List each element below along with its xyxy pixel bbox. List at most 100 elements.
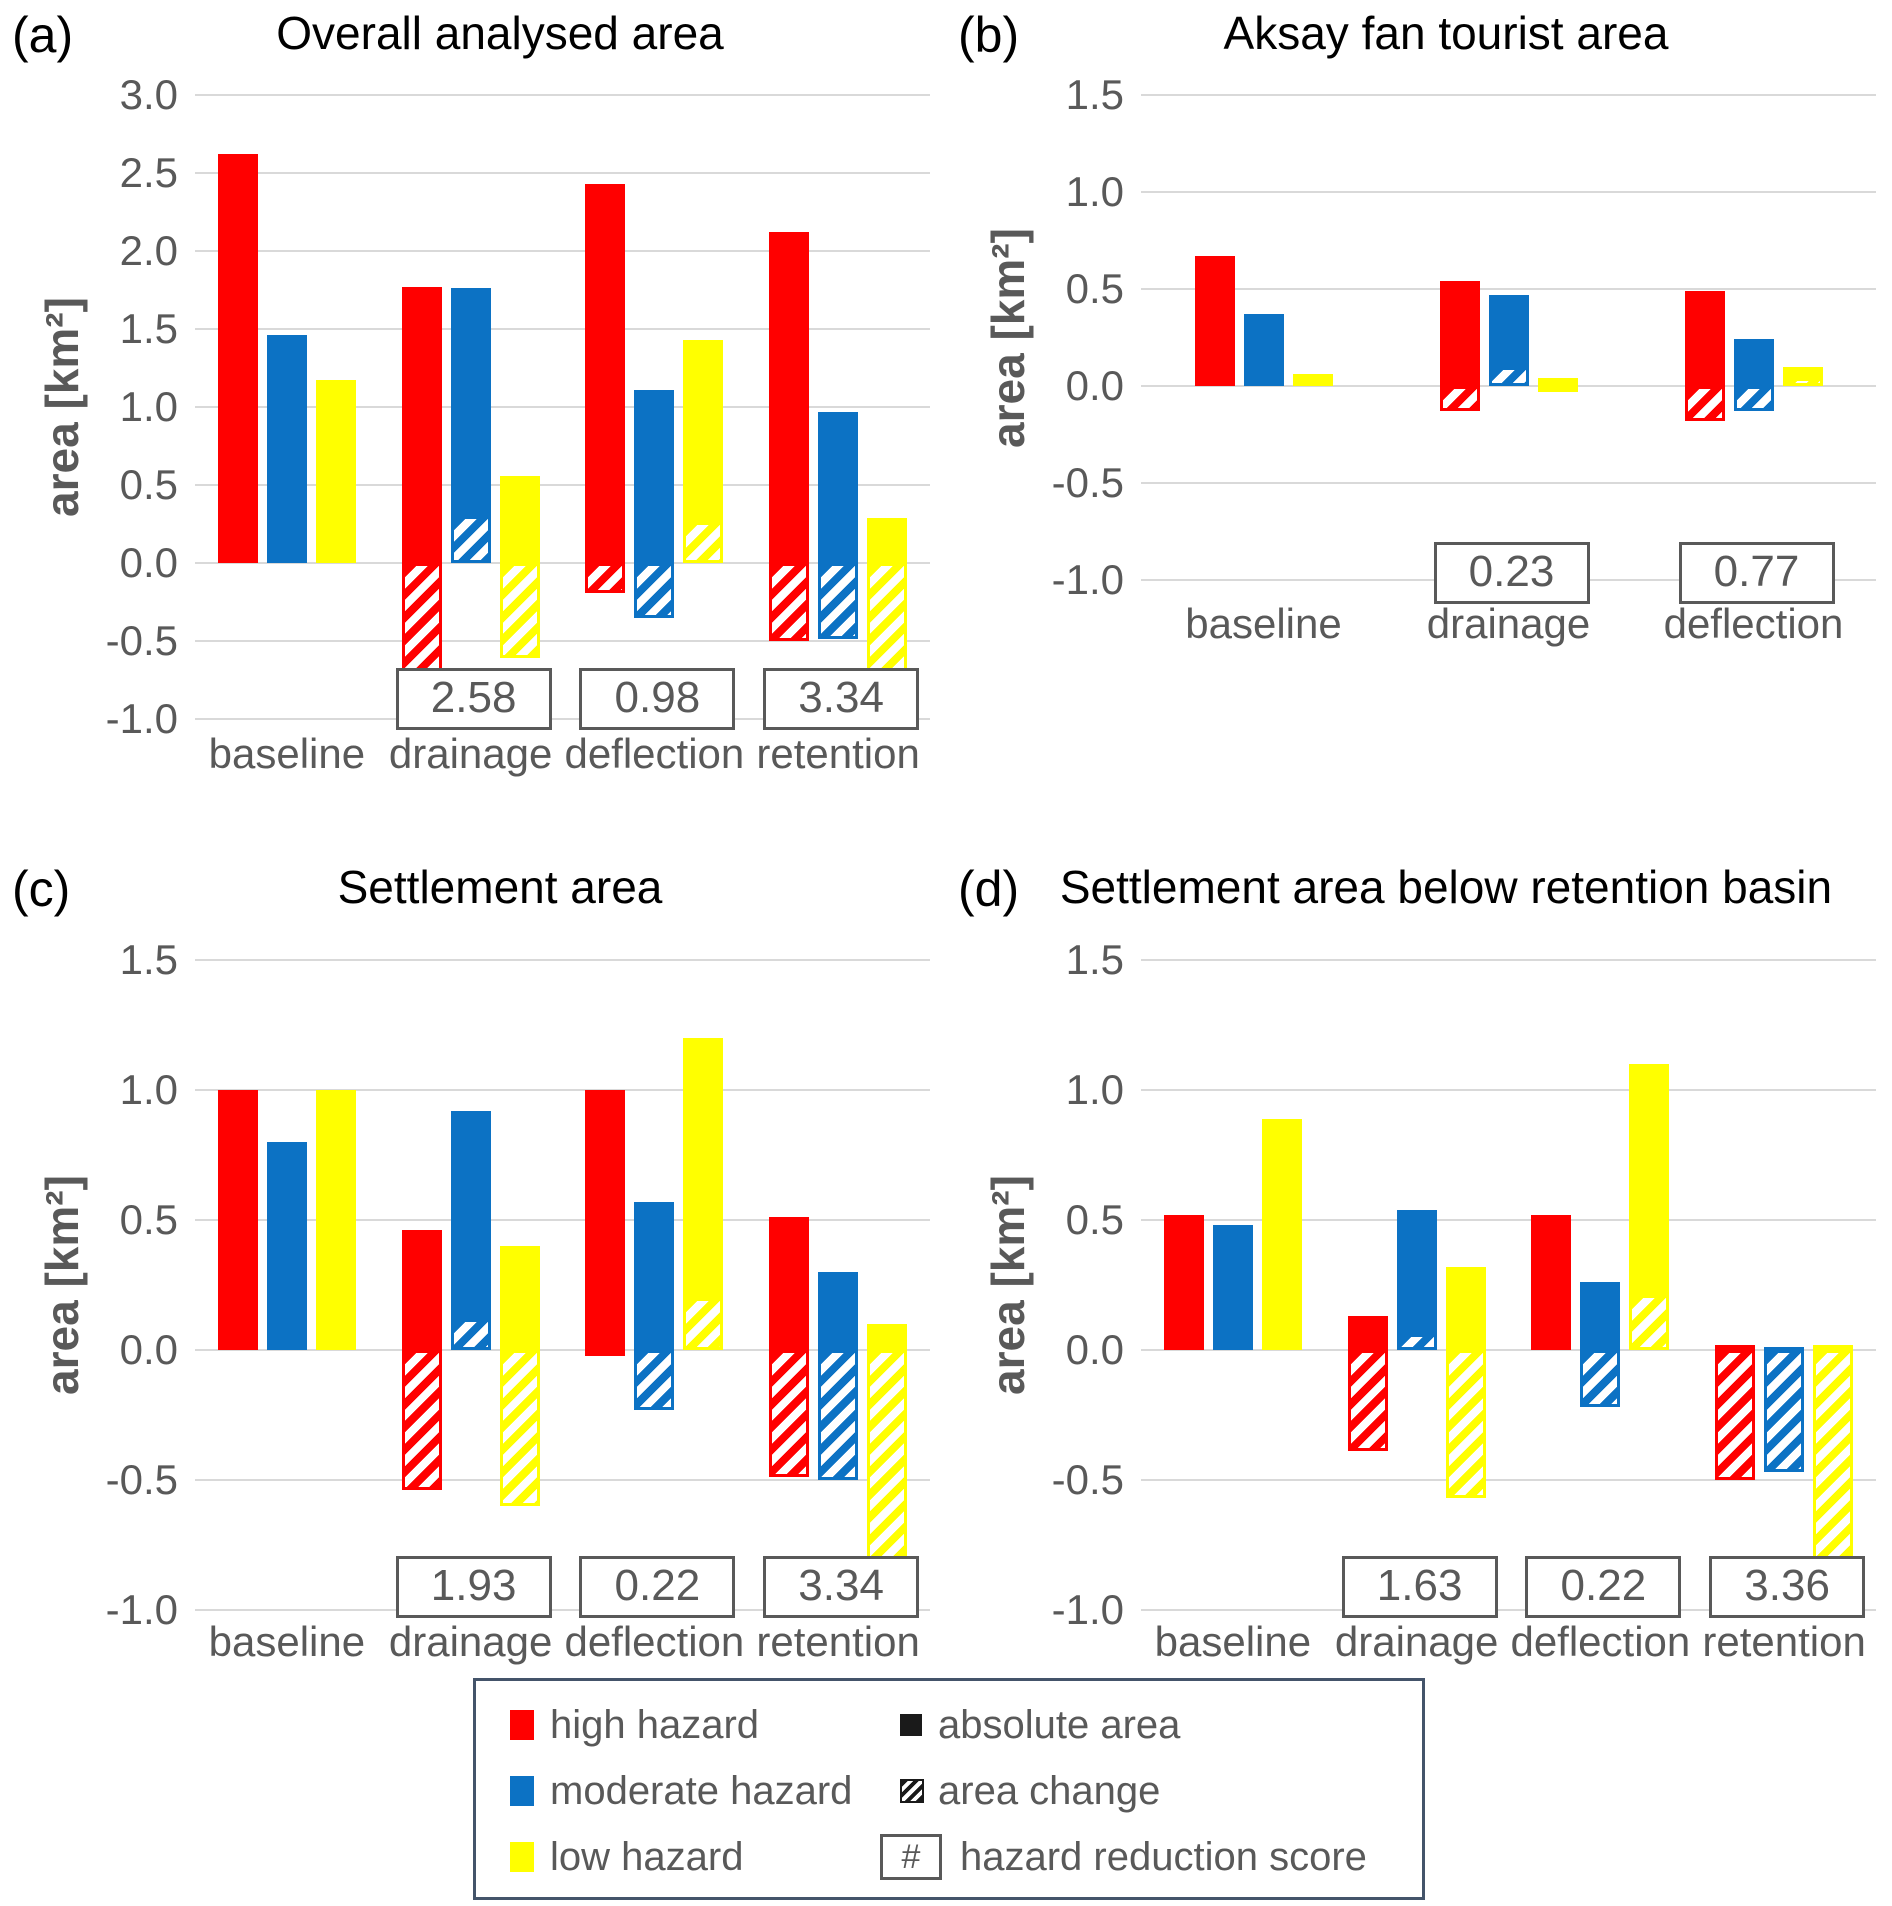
hazard-reduction-score: 1.63 [1341,1556,1498,1618]
panel-title: Overall analysed area [276,7,724,59]
hazard-reduction-score: 0.98 [579,667,736,730]
bar-absolute-area [266,1142,307,1350]
y-tick-label: -1.0 [105,1586,178,1633]
y-tick-label: 2.5 [119,149,178,196]
bar-absolute-area [634,389,675,563]
bar-absolute-area [1764,1347,1805,1350]
bar-area-change [585,1350,626,1356]
panel-letter: (a) [12,7,74,63]
bar-area-change [818,1350,859,1480]
bar-absolute-area [818,1272,859,1350]
x-category-label: baseline [1185,600,1342,647]
x-category-label: deflection [564,730,745,777]
panel-title: Settlement area [337,861,663,913]
legend-label: moderate hazard [550,1769,853,1813]
gridline [195,1089,930,1091]
gridline [195,484,930,486]
panel-title: Aksay fan tourist area [1223,7,1669,59]
bar-area-change [1715,1350,1756,1480]
bar-area-change [585,563,626,593]
bar-area-change [1439,386,1480,412]
y-tick-label: 1.0 [1065,1066,1124,1113]
bar-area-change [1813,1350,1854,1577]
legend-label: low hazard [550,1835,744,1879]
y-tick-label: -1.0 [1051,1586,1124,1633]
bar-area-change [1537,386,1578,392]
gridline [195,640,930,642]
bar-area-change [683,522,724,563]
gridline [1141,94,1876,96]
bar-area-change [634,1350,675,1410]
x-category-label: deflection [1663,600,1844,647]
bar-area-change [1488,366,1529,386]
x-category-label: deflection [1510,1618,1691,1665]
bar-absolute-area [1194,256,1235,386]
y-tick-label: 3.0 [119,71,178,118]
gridline [1141,1479,1876,1481]
gridline [195,406,930,408]
bar-absolute-area [1243,314,1284,386]
bar-area-change [818,563,859,640]
bar-absolute-area [1684,290,1725,386]
x-category-label: baseline [208,1618,366,1665]
y-tick-label: 0.5 [1065,1196,1124,1243]
hazard-reduction-score: 0.23 [1433,542,1590,605]
low-hazard-swatch-icon [510,1842,534,1872]
legend-label: area change [938,1769,1161,1813]
gridline [1141,385,1876,387]
x-category-label: drainage [388,1618,553,1665]
bar-absolute-area [499,475,540,563]
y-tick-label: -0.5 [1051,1456,1124,1503]
y-tick-label: 1.5 [119,305,178,352]
bar-absolute-area [1580,1282,1621,1350]
bar-absolute-area [867,517,908,563]
bar-absolute-area [217,154,258,563]
score-box-icon: # [880,1834,942,1880]
y-tick-label: -1.0 [105,695,178,742]
bar-absolute-area [1531,1214,1572,1350]
y-tick-label: 1.5 [119,936,178,983]
x-category-label: baseline [208,730,366,777]
bar-absolute-area [499,1246,540,1350]
bar-absolute-area [1396,1209,1437,1350]
hazard-reduction-score: 0.22 [579,1556,736,1618]
bar-absolute-area [818,411,859,563]
gridline [1141,1089,1876,1091]
x-category-label: deflection [564,1618,745,1665]
gridline [1141,1609,1876,1611]
y-tick-label: 1.0 [119,1066,178,1113]
x-category-label: retention [756,730,920,777]
bar-absolute-area [1733,339,1774,386]
y-axis-label: area [km²] [982,227,1034,448]
y-tick-label: -1.0 [1051,556,1124,603]
bar-area-change [1396,1334,1437,1350]
bar-area-change [769,1350,810,1478]
hatched-square-icon [900,1779,924,1803]
x-category-label: baseline [1154,1618,1312,1665]
gridline [195,172,930,174]
panel-settlement-area: (c) Settlement area area [km²] 1.5 1.0 0.5… [0,820,946,1672]
gridline [195,718,930,720]
bar-area-change [1684,386,1725,421]
gridline [195,94,930,96]
bar-absolute-area [450,1110,491,1350]
panel-letter: (b) [958,7,1020,63]
y-tick-label: 0.0 [119,539,178,586]
x-category-label: drainage [1426,600,1591,647]
hazard-reduction-score: 3.34 [763,1556,920,1618]
bar-absolute-area [217,1090,258,1350]
gridline [1141,191,1876,193]
gridline [195,1479,930,1481]
y-tick-label: 1.5 [1065,71,1124,118]
bar-area-change [1347,1350,1388,1452]
bar-area-change [1782,378,1823,386]
legend-label: absolute area [938,1703,1181,1747]
y-tick-label: 0.5 [119,461,178,508]
bar-area-change [1764,1350,1805,1473]
bar-absolute-area [867,1324,908,1350]
bar-absolute-area [1813,1344,1854,1350]
bar-area-change [450,1318,491,1350]
y-tick-label: 0.5 [119,1196,178,1243]
x-category-label: drainage [388,730,553,777]
bar-absolute-area [1715,1344,1756,1350]
